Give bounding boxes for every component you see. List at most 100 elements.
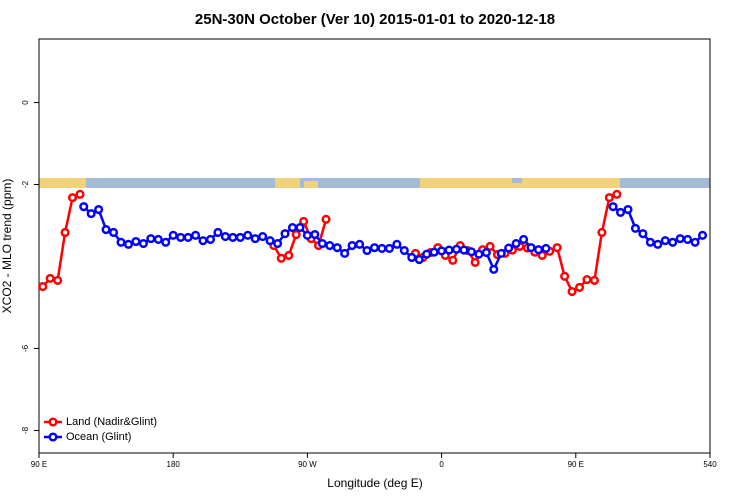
point xyxy=(291,229,301,240)
point xyxy=(567,286,577,297)
point xyxy=(448,255,458,265)
point xyxy=(407,252,417,263)
point xyxy=(168,230,178,240)
point xyxy=(310,229,320,240)
point xyxy=(287,223,298,233)
point xyxy=(340,248,350,258)
point xyxy=(459,245,469,255)
point xyxy=(511,238,521,249)
y-tick-label: -2 xyxy=(21,180,30,188)
point xyxy=(369,243,380,253)
point xyxy=(638,229,648,239)
point xyxy=(683,234,693,244)
point xyxy=(533,245,544,255)
point xyxy=(45,273,55,283)
point xyxy=(355,239,365,249)
point xyxy=(53,275,63,285)
point xyxy=(75,189,85,199)
point xyxy=(470,257,480,267)
y-tick-label: 0 xyxy=(21,100,30,105)
point xyxy=(630,223,640,233)
point xyxy=(422,249,432,259)
point xyxy=(489,264,499,274)
point xyxy=(153,234,163,244)
y-axis-label: XCO2 - MLO trend (ppm) xyxy=(0,179,14,314)
point xyxy=(146,234,156,244)
point xyxy=(474,249,484,259)
point xyxy=(504,243,514,253)
point xyxy=(183,232,193,242)
point xyxy=(362,245,372,256)
point xyxy=(451,244,462,254)
point xyxy=(347,241,357,251)
x-tick-label: 90 E xyxy=(31,460,47,469)
point xyxy=(560,271,570,281)
point xyxy=(79,202,89,212)
point xyxy=(280,229,290,239)
point xyxy=(541,243,551,254)
point xyxy=(243,230,253,240)
point xyxy=(295,223,305,233)
point xyxy=(299,216,309,226)
chart-title: 25N-30N October (Ver 10) 2015-01-01 to 2… xyxy=(195,11,555,28)
point xyxy=(101,225,111,235)
point xyxy=(131,236,141,247)
y-tick-label: -8 xyxy=(21,426,30,434)
point xyxy=(552,243,562,253)
point xyxy=(384,243,394,254)
point xyxy=(86,209,96,219)
point xyxy=(481,248,491,258)
point xyxy=(485,241,495,251)
point xyxy=(161,237,171,247)
point xyxy=(60,227,70,238)
point xyxy=(213,227,223,238)
plot-layer: 90 E 180 90 W 0 90 E 540 0 -2 -6 -8 Land (Nadir&Gl… xyxy=(21,100,717,469)
point xyxy=(399,245,409,256)
point xyxy=(653,239,663,249)
point xyxy=(220,232,230,242)
x-tick-label: 90 W xyxy=(298,460,317,469)
point xyxy=(317,238,327,249)
point xyxy=(582,275,592,285)
point xyxy=(191,230,201,240)
point xyxy=(332,243,342,253)
point xyxy=(645,237,655,247)
point xyxy=(235,232,245,242)
point xyxy=(444,245,454,255)
x-axis-label: Longitude (deg E) xyxy=(327,476,422,490)
point xyxy=(414,254,424,265)
point xyxy=(377,243,387,254)
point xyxy=(660,236,670,246)
legend-label: Land (Nadir&Glint) xyxy=(66,416,157,428)
x-tick-label: 0 xyxy=(439,460,444,469)
point xyxy=(325,241,335,251)
point xyxy=(608,202,618,212)
point xyxy=(612,189,622,199)
point xyxy=(123,239,134,249)
point xyxy=(675,234,685,244)
point xyxy=(615,207,626,217)
point xyxy=(138,238,148,249)
point xyxy=(228,232,238,242)
point xyxy=(258,232,268,242)
point xyxy=(597,227,607,238)
point xyxy=(302,230,312,240)
point xyxy=(690,237,700,247)
point xyxy=(68,193,78,203)
point xyxy=(116,237,126,247)
plot-frame xyxy=(38,38,711,454)
point xyxy=(276,253,286,263)
legend-label: Ocean (Glint) xyxy=(66,431,131,443)
point xyxy=(604,193,614,203)
point xyxy=(109,227,119,238)
legend-marker xyxy=(48,417,58,427)
x-tick-label: 180 xyxy=(167,460,181,469)
point xyxy=(589,275,599,285)
x-tick-label: 540 xyxy=(703,460,717,469)
point xyxy=(94,204,104,215)
legend-marker xyxy=(48,432,58,442)
point xyxy=(466,247,476,257)
point xyxy=(392,239,402,249)
point xyxy=(205,234,216,244)
